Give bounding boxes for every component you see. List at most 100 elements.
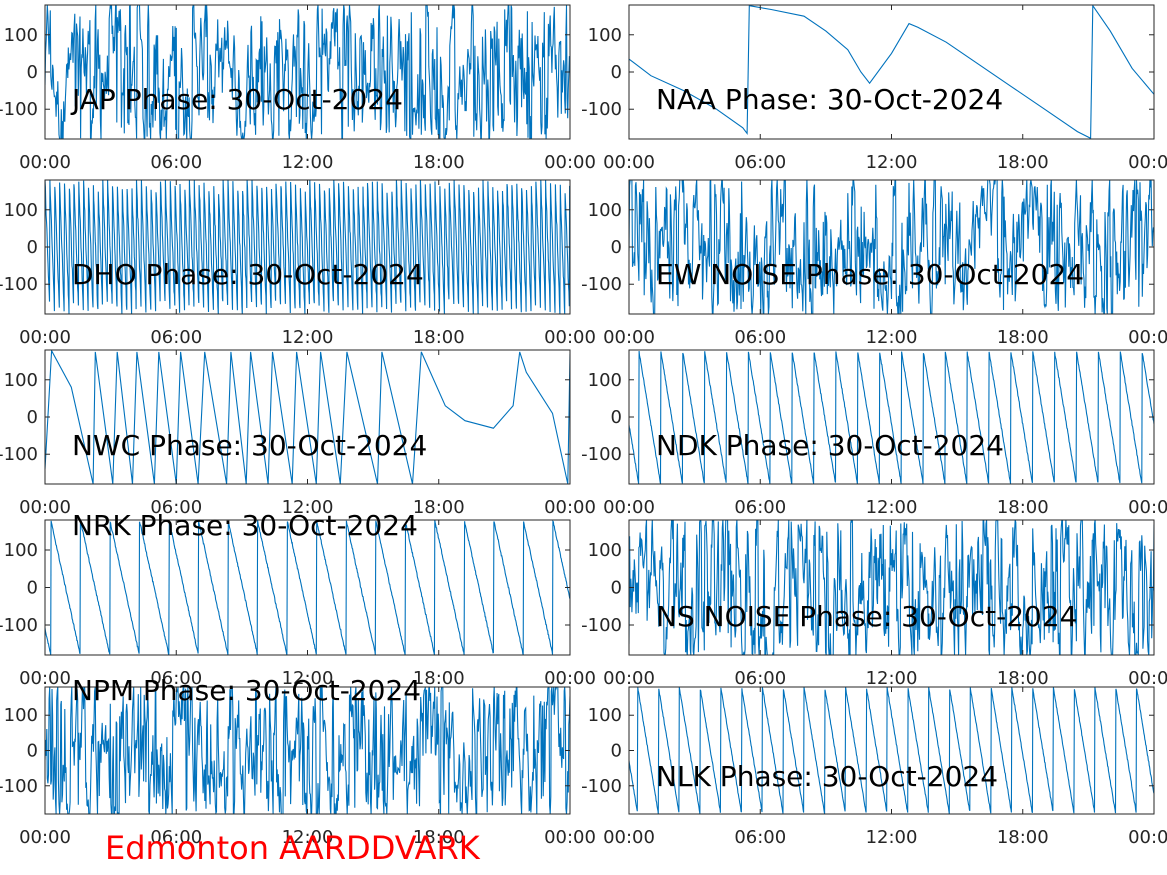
x-tick-label: 12:00 — [866, 327, 918, 348]
phase-series-line — [45, 5, 570, 139]
x-tick-label: 00:00 — [544, 152, 596, 173]
x-tick-label: 12:00 — [282, 497, 334, 518]
y-tick-label: -100 — [0, 99, 38, 120]
y-tick-label: 0 — [611, 407, 622, 428]
axes-box — [44, 349, 571, 485]
phase-series-line — [629, 350, 1154, 484]
phase-series-line — [45, 180, 570, 314]
panel-title: NAA Phase: 30-Oct-2024 — [656, 83, 1003, 116]
y-tick-label: -100 — [0, 444, 38, 465]
x-tick-label: 12:00 — [866, 152, 918, 173]
x-tick-label: 06:00 — [734, 668, 786, 689]
phase-series-line — [629, 687, 1154, 814]
x-tick-label: 00:00 — [544, 327, 596, 348]
phase-series-line — [629, 5, 1154, 139]
x-tick-label: 12:00 — [282, 827, 334, 848]
y-tick-label: 100 — [588, 200, 622, 221]
x-tick-label: 18:00 — [997, 327, 1049, 348]
x-tick-label: 06:00 — [150, 497, 202, 518]
x-tick-label: 00:00 — [1128, 152, 1167, 173]
y-tick-label: 100 — [588, 705, 622, 726]
phase-panel: 100 0 -100 00:00 06:00 12:00 18:00 00:00 DHO Pha… — [0, 179, 596, 348]
x-tick-label: 18:00 — [997, 827, 1049, 848]
x-tick-label: 00:00 — [19, 152, 71, 173]
y-tick-label: 0 — [611, 578, 622, 599]
x-tick-label: 00:00 — [1128, 497, 1167, 518]
panel-title: NS NOISE Phase: 30-Oct-2024 — [656, 600, 1077, 633]
phase-panel: 100 0 -100 00:00 06:00 12:00 18:00 00:00 NS NOIS… — [581, 519, 1167, 689]
x-tick-label: 06:00 — [150, 827, 202, 848]
phase-panel: 100 0 -100 00:00 06:00 12:00 18:00 00:00 NWC Pha… — [0, 349, 596, 518]
x-tick-label: 00:00 — [1128, 827, 1167, 848]
x-tick-label: 06:00 — [150, 668, 202, 689]
y-tick-label: 100 — [4, 705, 38, 726]
x-tick-label: 00:00 — [1128, 327, 1167, 348]
x-tick-label: 00:00 — [603, 668, 655, 689]
x-tick-label: 00:00 — [19, 668, 71, 689]
x-tick-label: 06:00 — [734, 497, 786, 518]
phase-panel: 100 0 -100 00:00 06:00 12:00 18:00 00:00 NPM Pha… — [0, 674, 596, 848]
y-tick-label: 0 — [27, 237, 38, 258]
x-tick-label: 18:00 — [997, 497, 1049, 518]
x-tick-label: 18:00 — [413, 497, 465, 518]
x-tick-label: 06:00 — [734, 327, 786, 348]
y-tick-label: -100 — [581, 615, 622, 636]
y-tick-label: 0 — [27, 62, 38, 83]
x-tick-label: 00:00 — [19, 497, 71, 518]
x-tick-label: 18:00 — [413, 668, 465, 689]
x-tick-label: 00:00 — [19, 327, 71, 348]
y-tick-label: 100 — [4, 200, 38, 221]
phase-series-line — [629, 520, 1154, 655]
y-tick-label: -100 — [581, 444, 622, 465]
y-tick-label: -100 — [0, 776, 38, 797]
x-tick-label: 12:00 — [282, 327, 334, 348]
x-tick-label: 12:00 — [282, 152, 334, 173]
x-tick-label: 18:00 — [997, 152, 1049, 173]
phase-panel: 100 0 -100 00:00 06:00 12:00 18:00 00:00 NRK Pha… — [0, 509, 596, 689]
x-tick-label: 00:00 — [544, 668, 596, 689]
y-tick-label: -100 — [581, 99, 622, 120]
x-tick-label: 12:00 — [866, 827, 918, 848]
x-tick-label: 06:00 — [150, 327, 202, 348]
x-tick-label: 06:00 — [734, 827, 786, 848]
axes-box — [628, 686, 1155, 815]
footer-title: Edmonton AARDDVARK — [105, 829, 481, 867]
x-tick-label: 00:00 — [544, 497, 596, 518]
panel-title: NPM Phase: 30-Oct-2024 — [72, 674, 421, 707]
panel-title: NLK Phase: 30-Oct-2024 — [656, 760, 998, 793]
x-tick-label: 00:00 — [19, 827, 71, 848]
x-tick-label: 00:00 — [603, 152, 655, 173]
y-tick-label: -100 — [581, 274, 622, 295]
y-tick-label: 100 — [4, 540, 38, 561]
y-tick-label: 0 — [611, 62, 622, 83]
y-tick-label: -100 — [0, 615, 38, 636]
panel-title: EW NOISE Phase: 30-Oct-2024 — [656, 258, 1084, 291]
x-tick-label: 18:00 — [997, 668, 1049, 689]
y-tick-label: 0 — [27, 741, 38, 762]
y-tick-label: -100 — [581, 776, 622, 797]
y-tick-label: 0 — [611, 741, 622, 762]
panel-title: NDK Phase: 30-Oct-2024 — [656, 429, 1004, 462]
y-tick-label: 100 — [588, 540, 622, 561]
x-tick-label: 00:00 — [1128, 668, 1167, 689]
y-tick-label: 0 — [611, 237, 622, 258]
axes-box — [628, 4, 1155, 140]
phase-panel: 100 0 -100 00:00 06:00 12:00 18:00 00:00 JAP Pha… — [0, 4, 596, 173]
y-tick-label: 100 — [588, 370, 622, 391]
x-tick-label: 06:00 — [150, 152, 202, 173]
y-tick-label: 100 — [588, 25, 622, 46]
y-tick-label: 0 — [27, 407, 38, 428]
x-tick-label: 00:00 — [603, 827, 655, 848]
x-tick-label: 00:00 — [603, 327, 655, 348]
phase-panel: 100 0 -100 00:00 06:00 12:00 18:00 00:00 NDK Pha… — [581, 349, 1167, 518]
x-tick-label: 06:00 — [734, 152, 786, 173]
phase-series-line — [45, 350, 570, 484]
phase-series-line — [629, 180, 1154, 314]
panel-title: NWC Phase: 30-Oct-2024 — [72, 429, 427, 462]
panels-group: 100 0 -100 00:00 06:00 12:00 18:00 00:00 JAP Pha… — [0, 4, 1167, 848]
phase-series-line — [45, 520, 570, 655]
y-tick-label: 0 — [27, 578, 38, 599]
phase-panel: 100 0 -100 00:00 06:00 12:00 18:00 00:00 EW NOIS… — [581, 179, 1167, 348]
panel-title: DHO Phase: 30-Oct-2024 — [72, 258, 424, 291]
